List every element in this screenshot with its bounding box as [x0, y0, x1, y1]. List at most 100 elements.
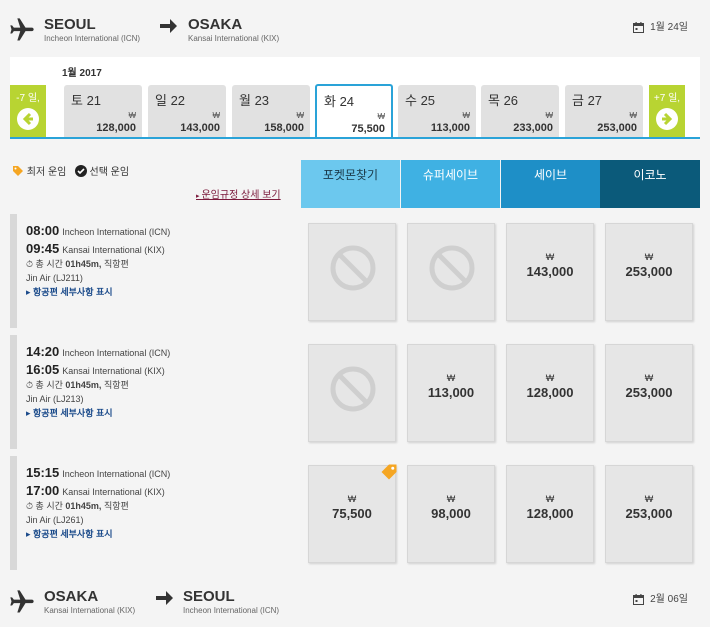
day-tab-sat-21[interactable]: 토 21 ₩ 128,000 [64, 85, 142, 137]
day-label: 금 27 [572, 93, 603, 108]
day-price: 143,000 [180, 122, 220, 134]
day-tab-mon-23[interactable]: 월 23 ₩ 158,000 [232, 85, 310, 137]
direct-label: 직항편 [103, 501, 129, 511]
return-origin-code: OSAKA [44, 588, 99, 605]
fare-cell-pokemon-lowest[interactable]: ₩ 75,500 [308, 464, 397, 563]
arrow-right-circle-icon [656, 108, 678, 130]
fare-cell-supersave[interactable]: ₩ 98,000 [407, 465, 495, 563]
duration-label: 총 시간 [35, 501, 63, 511]
fare-cell-save[interactable]: ₩ 143,000 [506, 223, 594, 321]
day-price: 158,000 [264, 122, 304, 134]
carrier: Jin Air (LJ211) [26, 273, 83, 283]
flight-info: 15:15 Incheon International (ICN) 17:00 Ka… [26, 466, 170, 544]
currency-symbol: ₩ [347, 494, 357, 504]
duration-value: 01h45m, [65, 259, 102, 269]
fare-price: 143,000 [526, 264, 574, 279]
destination-airport: Kansai International (KIX) [188, 34, 280, 43]
departure-time: 14:20 [26, 344, 60, 359]
destination-code: OSAKA [188, 16, 243, 33]
fare-cell-economy[interactable]: ₩ 253,000 [605, 223, 693, 321]
flight-details-link[interactable]: ▸ 항공편 세부사항 표시 [26, 409, 170, 418]
caret-right-icon: ▸ [26, 287, 34, 297]
return-date-text: 2월 06일 [650, 594, 688, 605]
currency-symbol: ₩ [545, 252, 555, 262]
currency-symbol: ₩ [446, 494, 456, 504]
fare-header-supersave[interactable]: 슈퍼세이브 [401, 160, 500, 208]
currency-symbol: ₩ [296, 111, 304, 120]
stopwatch-icon: ⏱ [26, 380, 34, 390]
caret-right-icon: ▸ [196, 193, 202, 200]
unavailable-icon [429, 245, 475, 291]
day-tab-wed-25[interactable]: 수 25 ₩ 113,000 [398, 85, 476, 137]
currency-symbol: ₩ [212, 111, 220, 120]
day-tab-thu-26[interactable]: 목 26 ₩ 233,000 [481, 85, 559, 137]
outbound-date-text: 1월 24일 [650, 22, 688, 33]
return-destination-code: SEOUL [183, 588, 235, 605]
flight-details-link[interactable]: ▸ 항공편 세부사항 표시 [26, 288, 170, 297]
fare-cell-unavailable [308, 223, 396, 321]
return-date: 2월 06일 [633, 590, 688, 605]
return-route-header: OSAKA Kansai International (KIX) SEOUL I… [0, 572, 710, 627]
fare-price: 75,500 [332, 506, 372, 521]
fare-cell-economy[interactable]: ₩ 253,000 [605, 465, 693, 563]
fare-cell-unavailable [407, 223, 495, 321]
fare-header-label: 슈퍼세이브 [422, 168, 479, 182]
prev-week-button[interactable]: -7 일, [10, 85, 46, 137]
carrier: Jin Air (LJ213) [26, 394, 84, 404]
return-origin-city: OSAKA Kansai International (KIX) [44, 588, 135, 615]
flight-details-link[interactable]: ▸ 항공편 세부사항 표시 [26, 530, 170, 539]
currency-symbol: ₩ [545, 111, 553, 120]
arrival-airport: Kansai International (KIX) [62, 487, 165, 497]
carrier: Jin Air (LJ261) [26, 515, 84, 525]
day-price: 128,000 [96, 122, 136, 134]
plane-icon [10, 590, 34, 613]
flight-details-label: 항공편 세부사항 표시 [33, 529, 113, 539]
fare-price: 253,000 [625, 506, 673, 521]
direct-label: 직항편 [103, 259, 129, 269]
fare-cell-supersave[interactable]: ₩ 113,000 [407, 344, 495, 442]
selected-day-underline [10, 137, 700, 139]
fare-cell-save[interactable]: ₩ 128,000 [506, 465, 594, 563]
stopwatch-icon: ⏱ [26, 259, 34, 269]
return-destination-city: SEOUL Incheon International (ICN) [183, 588, 279, 615]
calendar-icon [633, 593, 645, 605]
stopwatch-icon: ⏱ [26, 501, 34, 511]
fare-price: 128,000 [526, 385, 574, 400]
direct-label: 직항편 [103, 380, 129, 390]
arrival-time: 17:00 [26, 483, 60, 498]
fare-price: 128,000 [526, 506, 574, 521]
fare-legend: 최저 운임 선택 운임 [12, 163, 129, 178]
check-circle-icon [74, 164, 87, 177]
unavailable-icon [330, 366, 376, 412]
flight-row-lj261: 15:15 Incheon International (ICN) 17:00 Ka… [10, 456, 700, 570]
day-label: 월 23 [239, 93, 270, 108]
outbound-route-header: SEOUL Incheon International (ICN) OSAKA … [0, 0, 710, 56]
next-week-button[interactable]: +7 일, [649, 85, 685, 137]
arrow-right-icon [156, 591, 173, 605]
arrow-right-icon [160, 19, 177, 33]
day-tab-sun-22[interactable]: 일 22 ₩ 143,000 [148, 85, 226, 137]
duration-value: 01h45m, [65, 380, 102, 390]
departure-time: 08:00 [26, 223, 60, 238]
day-label: 일 22 [155, 93, 186, 108]
month-label: 1월 2017 [62, 68, 102, 79]
selected-fare-label: 선택 운임 [89, 167, 130, 178]
duration-label: 총 시간 [35, 259, 63, 269]
day-price: 113,000 [430, 122, 470, 134]
currency-symbol: ₩ [377, 112, 385, 121]
fare-cell-economy[interactable]: ₩ 253,000 [605, 344, 693, 442]
unavailable-icon [330, 245, 376, 291]
day-tab-tue-24-selected[interactable]: 화 24 ₩ 75,500 [315, 84, 393, 138]
fare-price: 113,000 [427, 385, 475, 400]
flight-details-label: 항공편 세부사항 표시 [33, 408, 113, 418]
day-price: 253,000 [597, 122, 637, 134]
fare-header-pokemon[interactable]: 포켓몬찾기 [301, 160, 400, 208]
fare-price: 98,000 [431, 506, 471, 521]
fare-header-save[interactable]: 세이브 [501, 160, 600, 208]
fare-rules-link[interactable]: ▸ 운임규정 상세 보기 [196, 186, 281, 201]
day-tab-fri-27[interactable]: 금 27 ₩ 253,000 [565, 85, 643, 137]
fare-cell-save[interactable]: ₩ 128,000 [506, 344, 594, 442]
fare-header-economy[interactable]: 이코노 [600, 160, 700, 208]
departure-airport: Incheon International (ICN) [62, 469, 171, 479]
departure-airport: Incheon International (ICN) [62, 227, 171, 237]
